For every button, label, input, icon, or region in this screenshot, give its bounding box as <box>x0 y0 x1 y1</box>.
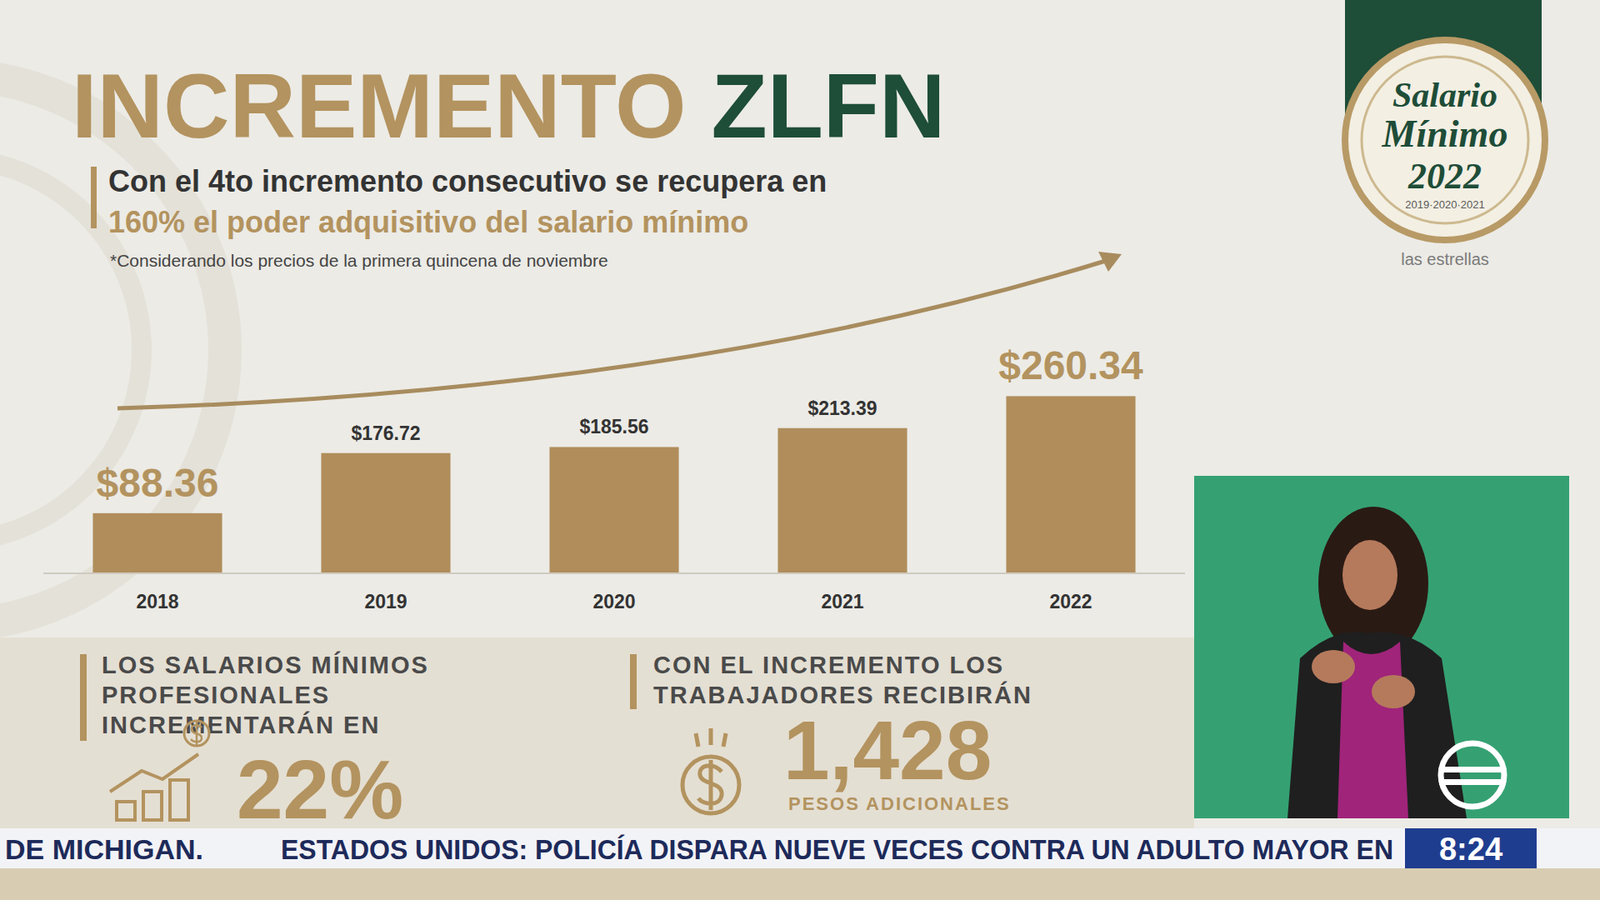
icon-bar <box>143 791 162 820</box>
icon-bar <box>170 780 189 820</box>
icon-bar <box>116 801 135 820</box>
category-label: 2020 <box>592 590 635 613</box>
logo-ring <box>1440 743 1505 807</box>
ticker-text: DE MICHIGAN. <box>5 833 204 865</box>
icon-line <box>110 754 199 792</box>
panel-heading: CON EL INCREMENTO LOS <box>653 651 1005 679</box>
data-label: $176.72 <box>350 422 420 445</box>
icon-rays <box>695 728 726 747</box>
data-label: $185.56 <box>579 415 649 438</box>
baseline <box>43 572 1185 575</box>
bar <box>1005 395 1135 574</box>
icon-dollar <box>190 721 202 746</box>
subtitle: Con el 4to incremento consecutivo se rec… <box>108 164 827 199</box>
bar <box>549 446 679 574</box>
category-label: 2018 <box>135 590 179 613</box>
bar <box>320 453 450 574</box>
data-label: $88.36 <box>96 460 220 505</box>
info-panel <box>0 637 1195 829</box>
time-box <box>1405 828 1537 869</box>
face <box>1342 540 1398 610</box>
chart-icon <box>110 720 210 820</box>
interpreter-box <box>1194 475 1570 819</box>
accent-bar <box>630 654 637 710</box>
icon-coin <box>184 720 210 746</box>
bar <box>777 428 907 574</box>
footnote: *Considerando los precios de la primera … <box>110 250 609 270</box>
category-label: 2022 <box>1049 590 1092 613</box>
hand <box>1311 650 1355 684</box>
icon-dollar <box>698 760 722 810</box>
panel-heading: LOS SALARIOS MÍNIMOS <box>101 650 430 679</box>
panel-heading: INCREMENTARÁN EN <box>101 710 380 739</box>
logo-bar <box>1439 766 1506 773</box>
trend-arrow <box>117 260 1109 409</box>
title-part: ZLFN <box>710 54 945 157</box>
title: INCREMENTOZLFN <box>71 54 945 157</box>
network-logo <box>1439 743 1506 807</box>
hand <box>1371 675 1415 709</box>
category-label: 2019 <box>364 590 407 613</box>
time-text: 8:24 <box>1439 831 1503 867</box>
bottom-strip <box>0 868 1600 900</box>
badge-ring <box>1361 56 1529 224</box>
badge-medallion <box>1345 40 1545 240</box>
badge-text: Mínimo <box>1381 112 1509 155</box>
title-part: INCREMENTO <box>71 54 686 157</box>
badge-text: 2022 <box>1407 155 1482 197</box>
accent-bar <box>80 654 87 741</box>
jacket <box>1287 632 1467 819</box>
channel-watermark: las estrellas <box>1400 250 1490 269</box>
icon-coin <box>682 756 740 814</box>
badge-years: 2019·2020·2021 <box>1405 198 1485 211</box>
trend-arrowhead <box>1098 251 1122 272</box>
stage: INCREMENTOZLFN Con el 4to incremento cons… <box>0 0 1600 900</box>
panel-heading: PROFESIONALES <box>101 681 330 709</box>
ticker-bar <box>0 828 1600 869</box>
data-label: $260.34 <box>998 343 1144 388</box>
accent-bar <box>90 166 97 229</box>
logo-bar <box>1439 779 1506 785</box>
data-label: $213.39 <box>807 397 877 420</box>
category-label: 2021 <box>820 590 864 613</box>
bar <box>92 513 222 574</box>
badge-text: Salario <box>1392 75 1498 115</box>
panel-note: PESOS ADICIONALES <box>788 793 1011 815</box>
panel-figure: 1,428 <box>783 703 992 797</box>
panel-figure: 22% <box>236 742 404 836</box>
bars <box>92 395 1135 574</box>
ticker-text: ESTADOS UNIDOS: POLICÍA DISPARA NUEVE VE… <box>280 833 1394 865</box>
background <box>0 0 1600 900</box>
subtitle: 160% el poder adquisitivo del salario mí… <box>108 205 749 240</box>
background-ornament <box>0 75 225 625</box>
money-icon <box>682 728 740 814</box>
